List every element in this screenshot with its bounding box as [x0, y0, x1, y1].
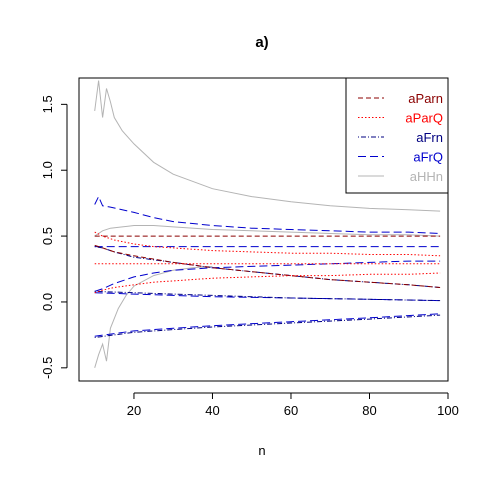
x-tick-label: 80 [362, 403, 376, 418]
legend-label: aParn [408, 91, 443, 106]
y-tick-label: 0.5 [40, 227, 55, 245]
y-tick-label: 1.0 [40, 161, 55, 179]
x-tick-label: 40 [205, 403, 219, 418]
legend-label: aHHn [410, 169, 443, 184]
series-line-aHHn-0 [94, 80, 441, 212]
axis-layer: 20 40 60 80 100 -0.5 0.0 0.5 1.0 1.5 [40, 95, 459, 418]
y-tick-label: -0.5 [40, 357, 55, 379]
plot-frame [78, 77, 449, 382]
series-line-aFrn-10 [94, 314, 441, 338]
series-layer [94, 80, 441, 368]
legend: aParn aParQ aFrn aFrQ aHHn [345, 77, 449, 194]
y-tick-label: 0.0 [40, 293, 55, 311]
series-line-aFrn-9 [94, 290, 441, 302]
series-line-aHHn-1 [94, 225, 441, 237]
x-tick-label: 20 [127, 403, 141, 418]
series-line-aFrQ-7 [94, 313, 441, 337]
legend-label: aParQ [405, 111, 443, 126]
x-tick-label: 100 [437, 403, 459, 418]
series-line-aParn-12 [94, 244, 441, 288]
series-line-aFrQ-3 [94, 195, 441, 234]
y-tick-label: 1.5 [40, 95, 55, 113]
legend-label: aFrQ [413, 150, 443, 165]
chart-title: a) [255, 34, 268, 51]
legend-label: aFrn [416, 130, 443, 145]
x-axis-label: n [258, 443, 265, 458]
series-line-aParQ-13 [94, 231, 441, 257]
legend-box [345, 77, 449, 194]
series-line-aFrQ-6 [94, 292, 441, 302]
x-tick-label: 60 [284, 403, 298, 418]
